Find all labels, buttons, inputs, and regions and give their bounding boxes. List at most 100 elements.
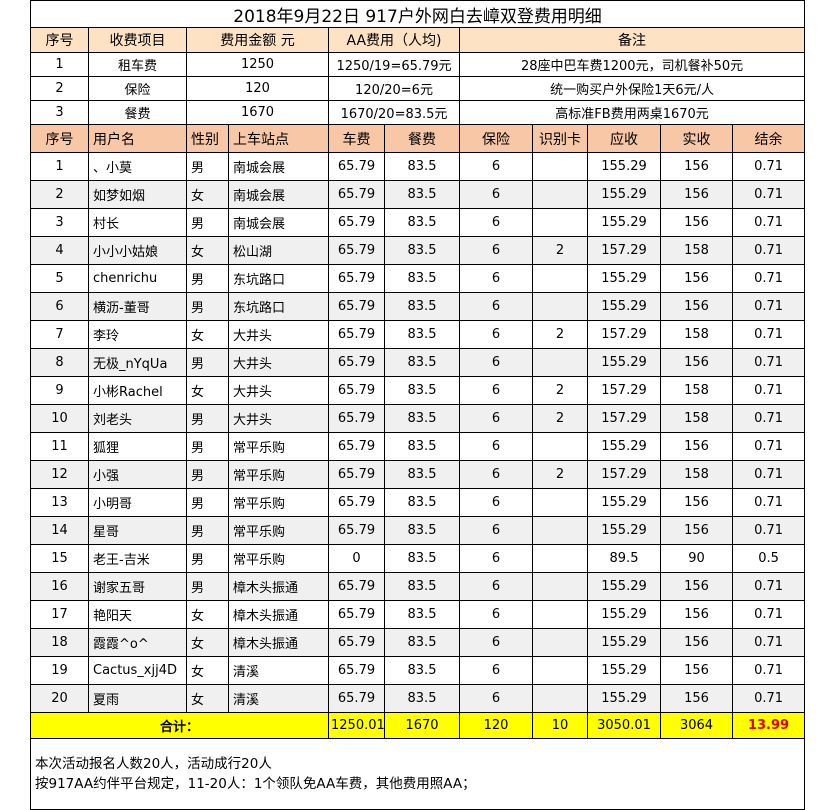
cell-meal: 83.5 [384, 404, 460, 433]
cell-no: 6 [30, 292, 89, 321]
table-row: 16 谢家五哥男樟木头振通 65.79 83.5 6 155.29 156 0.71 [30, 572, 806, 601]
cell-no: 13 [30, 488, 89, 517]
cell-due: 157.29 [587, 404, 661, 433]
table-row: 12 小强男常平乐购 65.79 83.5 6 2 157.29 158 0.71 [30, 460, 806, 489]
summary-no: 1 [30, 52, 89, 77]
cell-gender: 女 [186, 684, 229, 713]
cell-gender: 男 [186, 432, 229, 461]
table-row: 9 小彬Rachel 女大井头 65.79 83.5 6 2 157.29 158 0.71 [30, 376, 806, 405]
cell-meal: 83.5 [384, 180, 460, 209]
cell-car: 65.79 [328, 656, 385, 685]
cell-station: 常平乐购 [228, 544, 329, 573]
cell-ins: 6 [459, 544, 533, 573]
summary-header-amount: 费用金额 元 [186, 27, 329, 53]
cell-no: 20 [30, 684, 89, 713]
cell-card [532, 628, 588, 657]
total-due: 3050.01 [587, 712, 661, 739]
summary-aa: 120/20=6元 [328, 76, 460, 101]
cell-due: 155.29 [587, 208, 661, 237]
cell-ins: 6 [459, 572, 533, 601]
cell-no: 1 [30, 152, 89, 181]
table-row: 6 横沥-董哥男东坑路口 65.79 83.5 6 155.29 156 0.71 [30, 292, 806, 321]
table-row: 5 chenrichu 男东坑路口 65.79 83.5 6 155.29 156 0.71 [30, 264, 806, 293]
cell-ins: 6 [459, 292, 533, 321]
summary-item: 租车费 [88, 52, 187, 77]
cell-ins: 6 [459, 628, 533, 657]
cell-name: 如梦如烟 [88, 180, 187, 209]
cell-car: 65.79 [328, 180, 385, 209]
cell-meal: 83.5 [384, 684, 460, 713]
cell-station: 东坑路口 [228, 264, 329, 293]
cell-gender: 女 [186, 180, 229, 209]
cell-card [532, 544, 588, 573]
cell-ins: 6 [459, 376, 533, 405]
cell-gender: 女 [186, 656, 229, 685]
total-car: 1250.01 [328, 712, 385, 739]
cell-meal: 83.5 [384, 292, 460, 321]
column-header: 性别 [186, 124, 229, 153]
cell-meal: 83.5 [384, 236, 460, 265]
cell-name: 无极_nYqUa [88, 348, 187, 377]
cell-bal: 0.71 [731, 152, 806, 181]
cell-due: 155.29 [587, 628, 661, 657]
cell-name: 村长 [88, 208, 187, 237]
summary-no: 2 [30, 76, 89, 101]
summary-row: 2 保险 120 120/20=6元 统一购买户外保险1天6元/人 [30, 76, 806, 101]
cell-bal: 0.71 [731, 376, 806, 405]
cell-name: 夏雨 [88, 684, 187, 713]
table-row: 11 狐狸男常平乐购 65.79 83.5 6 155.29 156 0.71 [30, 432, 806, 461]
cell-no: 17 [30, 600, 89, 629]
cell-car: 65.79 [328, 488, 385, 517]
cell-card [532, 684, 588, 713]
cell-name: 星哥 [88, 516, 187, 545]
column-header: 应收 [587, 124, 661, 153]
cell-card [532, 600, 588, 629]
cell-gender: 女 [186, 628, 229, 657]
cell-station: 南城会展 [228, 180, 329, 209]
cell-name: 老王-吉米 [88, 544, 187, 573]
cell-name: 艳阳天 [88, 600, 187, 629]
cell-station: 樟木头振通 [228, 628, 329, 657]
table-row: 1 、小莫男南城会展 65.79 83.5 6 155.29 156 0.71 [30, 152, 806, 181]
cell-due: 89.5 [587, 544, 661, 573]
total-ins: 120 [459, 712, 533, 739]
cell-due: 155.29 [587, 656, 661, 685]
cell-no: 19 [30, 656, 89, 685]
cell-car: 65.79 [328, 264, 385, 293]
cell-due: 155.29 [587, 600, 661, 629]
cell-gender: 男 [186, 572, 229, 601]
title-row: 2018年9月22日 917户外网白去嶂双登费用明细 [29, 0, 806, 28]
summary-no: 3 [30, 100, 89, 125]
summary-item: 保险 [88, 76, 187, 101]
cell-bal: 0.71 [731, 208, 806, 237]
cell-gender: 男 [186, 460, 229, 489]
summary-item: 餐费 [88, 100, 187, 125]
column-header: 识别卡 [532, 124, 588, 153]
cell-meal: 83.5 [384, 600, 460, 629]
cell-station: 常平乐购 [228, 460, 329, 489]
cell-gender: 女 [186, 320, 229, 349]
cell-meal: 83.5 [384, 152, 460, 181]
cell-name: 横沥-董哥 [88, 292, 187, 321]
cell-gender: 男 [186, 516, 229, 545]
cell-car: 65.79 [328, 572, 385, 601]
cell-paid: 158 [660, 236, 733, 265]
cell-gender: 男 [186, 292, 229, 321]
cell-ins: 6 [459, 264, 533, 293]
cell-ins: 6 [459, 600, 533, 629]
cell-station: 大井头 [228, 376, 329, 405]
cell-bal: 0.71 [731, 292, 806, 321]
cell-card [532, 292, 588, 321]
cell-due: 155.29 [587, 152, 661, 181]
cell-card [532, 264, 588, 293]
cell-paid: 158 [660, 376, 733, 405]
cell-no: 10 [30, 404, 89, 433]
cell-gender: 男 [186, 152, 229, 181]
cell-card: 2 [532, 404, 588, 433]
expense-table: 2018年9月22日 917户外网白去嶂双登费用明细 序号 收费项目 费用金额 … [29, 0, 806, 810]
cell-card [532, 488, 588, 517]
column-header: 序号 [30, 124, 89, 153]
cell-paid: 156 [660, 152, 733, 181]
cell-ins: 6 [459, 460, 533, 489]
cell-card [532, 208, 588, 237]
